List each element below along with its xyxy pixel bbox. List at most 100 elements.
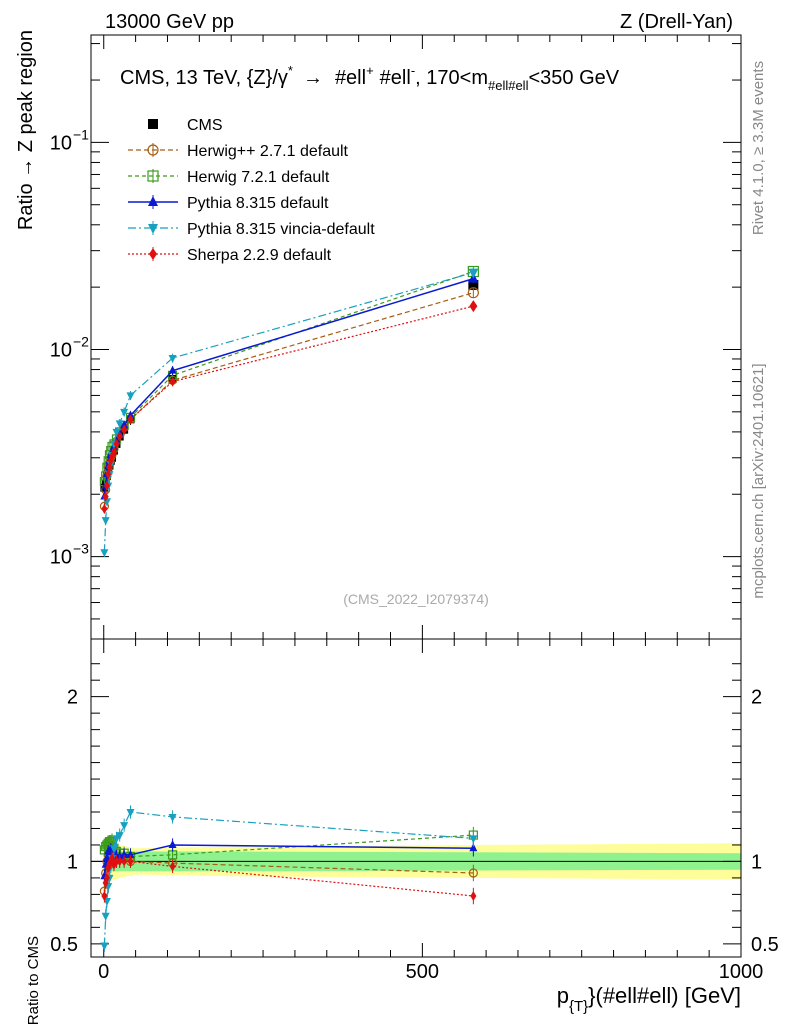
legend: CMS Herwig++ 2.7.1 default Herwig 7.2.1 de…	[128, 117, 375, 264]
data-point	[101, 517, 110, 526]
ratio-y-tick-label-right: 0.5	[751, 934, 779, 956]
main-y-tick-label: 10	[50, 339, 72, 361]
data-point	[127, 414, 134, 425]
main-y-tick-label: 10	[50, 132, 72, 154]
mcplots-label: mcplots.cern.ch [arXiv:2401.10621]	[750, 363, 767, 598]
ratio-panel: 0.5 0.5 1 1 2 2 0 500 1000	[50, 638, 779, 983]
legend-item-sherpa-2-2-9-default: Sherpa 2.2.9 default	[128, 247, 332, 264]
legend-item-pythia-8-315-default: Pythia 8.315 default	[128, 195, 329, 212]
ratio-point	[115, 832, 124, 841]
data-point	[120, 420, 129, 429]
ratio-point	[168, 813, 177, 822]
legend-item-herwig-7-2-1-default: Herwig 7.2.1 default	[128, 169, 330, 186]
ratio-point	[120, 822, 129, 831]
ratio-series-pythia-8-315-vincia-default	[100, 805, 478, 953]
title-prefix: CMS, 13 TeV, {Z}/	[120, 67, 278, 89]
ratio-y-tick-label-left: 2	[67, 687, 78, 709]
ratio-point	[101, 912, 110, 921]
legend-marker	[147, 144, 159, 156]
ratio-line-pythia-8-315-vincia-default	[103, 811, 474, 946]
title-plus: +	[366, 63, 374, 78]
ratio-series	[99, 805, 478, 953]
ratio-point	[468, 868, 478, 878]
data-point	[116, 431, 123, 442]
x-axis-title-sub: {T}	[569, 998, 588, 1015]
ratio-point	[101, 891, 108, 902]
data-point	[121, 424, 128, 435]
series-line-sherpa-2-2-9-default	[103, 305, 474, 509]
x-axis-title: p{T}}(#ell#ell) [GeV]	[557, 983, 741, 1015]
plot-title: CMS, 13 TeV, {Z}/γ* → #ell+ #ell-, 170<m#el…	[120, 63, 620, 93]
title-range-a: , 170<m	[415, 67, 488, 89]
main-series	[99, 265, 479, 558]
main-y-tick-exponent: −2	[73, 333, 89, 349]
x-axis-title-rest: }(#ell#ell) [GeV]	[588, 983, 741, 1008]
legend-marker	[148, 224, 158, 234]
ratio-y-tick-label-left: 0.5	[50, 934, 78, 956]
series-pythia-8-315-vincia-default	[100, 268, 479, 558]
title-gamma: γ	[278, 67, 288, 89]
series-sherpa-2-2-9-default	[101, 300, 478, 514]
data-point	[103, 480, 110, 491]
data-point	[468, 268, 479, 279]
main-panel: 10−310−210−1 CMS, 13 TeV, {Z}/γ* → #ell+ #e…	[50, 34, 742, 640]
header-left: 13000 GeV pp	[105, 11, 234, 33]
legend-marker	[147, 170, 159, 182]
title-range-b: <350 GeV	[528, 67, 619, 89]
title-ell2: #ell	[380, 67, 411, 89]
legend-item-cms: CMS	[148, 117, 223, 134]
data-point	[469, 300, 478, 313]
x-tick-label: 0	[98, 961, 109, 983]
legend-item-pythia-8-315-vincia-default: Pythia 8.315 vincia-default	[128, 221, 375, 238]
ratio-axis-ticks: 0.5 0.5 1 1 2 2 0 500 1000	[50, 639, 779, 983]
data-point	[126, 392, 135, 401]
series-herwig-7-2-1-default	[99, 265, 479, 487]
title-ell1: #ell	[335, 67, 366, 89]
data-point	[100, 549, 109, 558]
title-arrow: →	[303, 67, 323, 89]
rivet-label: Rivet 4.1.0, ≥ 3.3M events	[750, 61, 767, 235]
ratio-plot-frame	[90, 638, 742, 958]
ratio-y-tick-label-right: 2	[751, 687, 762, 709]
ratio-point	[469, 835, 478, 844]
data-point	[169, 376, 176, 387]
series-herwig-2-7-1-default	[99, 287, 479, 511]
ratio-point	[109, 845, 118, 854]
ratio-point	[102, 853, 111, 862]
ratio-point	[470, 891, 477, 902]
legend-label: CMS	[187, 117, 223, 134]
ratio-point	[127, 856, 134, 867]
main-y-tick-label: 10	[50, 547, 72, 569]
legend-label: Pythia 8.315 default	[187, 195, 329, 212]
data-point	[168, 354, 177, 363]
ratio-point	[103, 872, 110, 883]
ratio-point	[126, 809, 135, 818]
series-line-pythia-8-315-vincia-default	[103, 272, 474, 553]
title-star: *	[288, 63, 293, 78]
legend-marker	[148, 119, 158, 129]
x-tick-label: 1000	[719, 961, 764, 983]
legend-marker	[148, 196, 158, 206]
ratio-point	[116, 856, 123, 867]
ratio-point	[121, 856, 128, 867]
analysis-watermark: (CMS_2022_I2079374)	[343, 591, 489, 607]
main-axis-ticks: 10−310−210−1	[50, 35, 742, 640]
data-point	[115, 420, 124, 429]
data-point	[113, 438, 120, 449]
ratio-point	[169, 861, 176, 872]
legend-label: Pythia 8.315 vincia-default	[187, 221, 375, 238]
ratio-point	[113, 856, 120, 867]
data-point	[101, 503, 108, 514]
main-y-tick-exponent: −3	[73, 541, 89, 557]
x-tick-label: 500	[406, 961, 439, 983]
data-point	[110, 446, 117, 457]
series-pythia-8-315-default	[100, 272, 479, 502]
legend-label: Herwig 7.2.1 default	[187, 169, 330, 186]
legend-label: Sherpa 2.2.9 default	[187, 247, 332, 264]
series-line-herwig-7-2-1-default	[103, 270, 474, 482]
ratio-point	[126, 849, 135, 858]
ratio-point	[100, 942, 109, 951]
header-right: Z (Drell-Yan)	[620, 11, 733, 33]
ratio-point	[469, 843, 478, 852]
